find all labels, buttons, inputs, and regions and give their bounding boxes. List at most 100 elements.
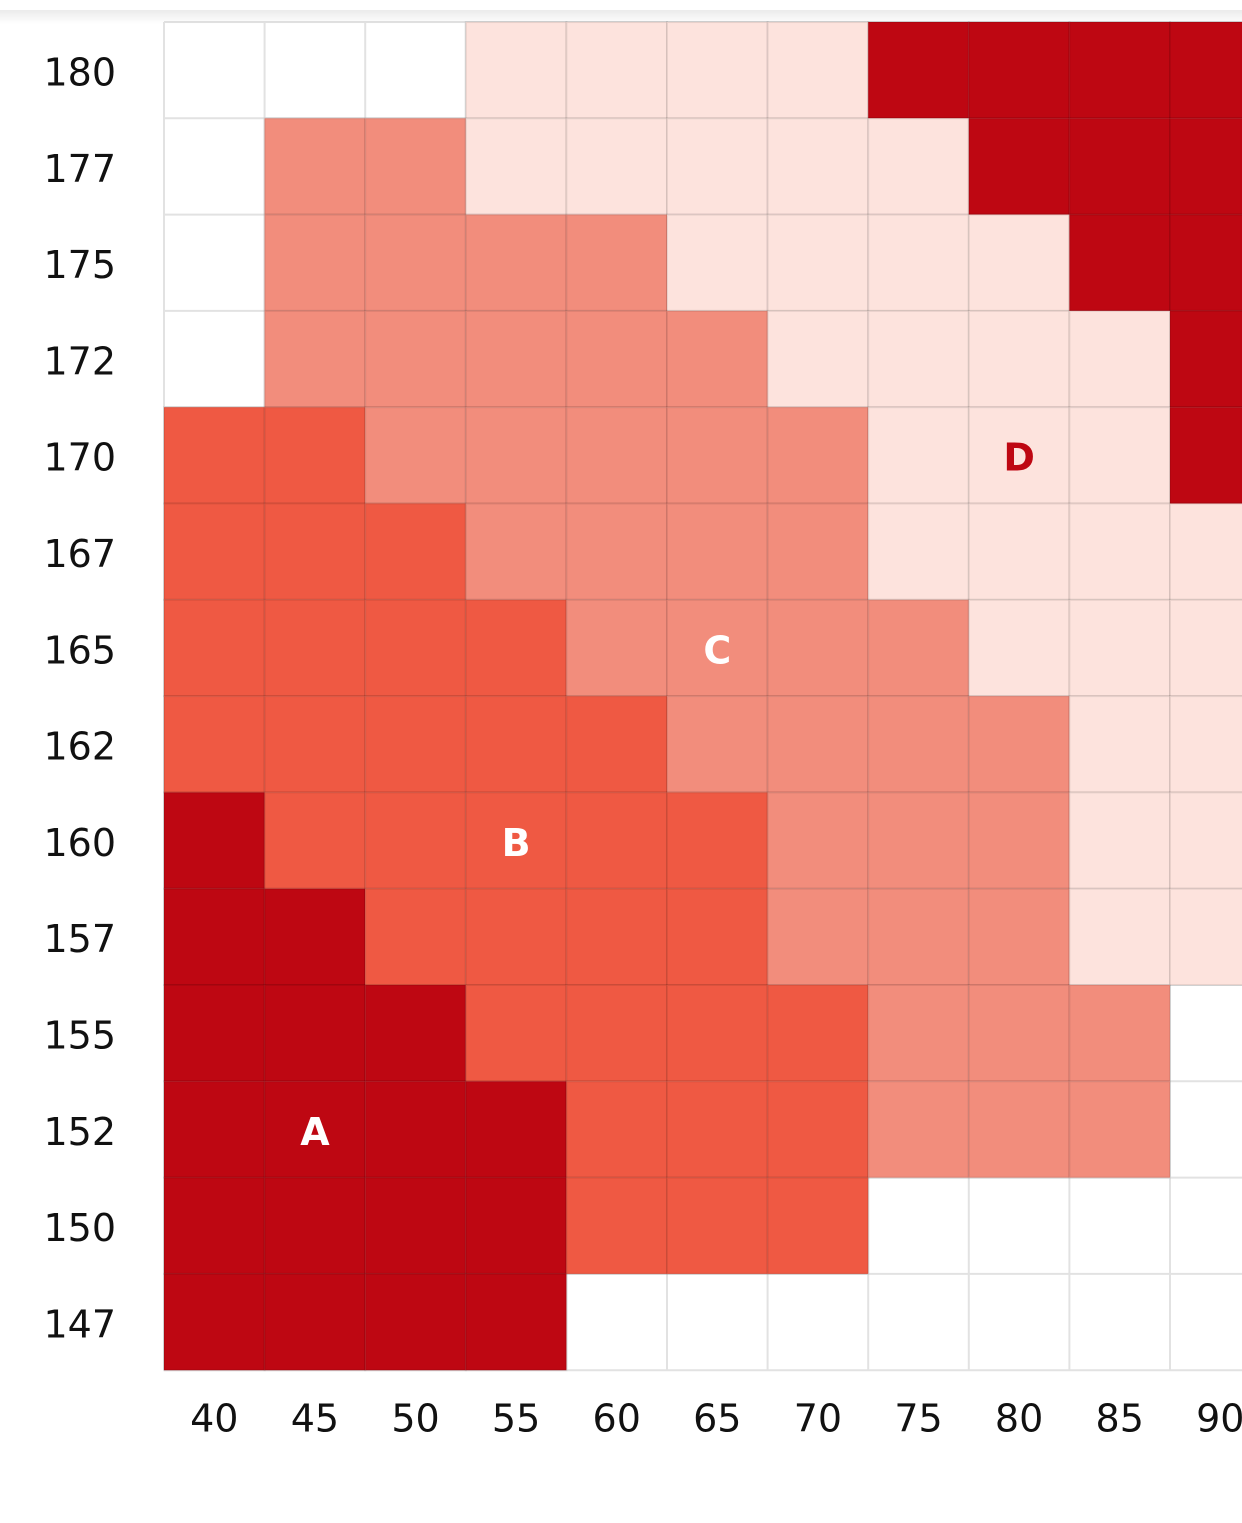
cell <box>464 984 568 1083</box>
cell <box>666 1080 769 1179</box>
cell <box>263 984 367 1083</box>
cell <box>666 791 769 890</box>
cell <box>666 213 769 312</box>
cell <box>464 21 568 120</box>
cell <box>565 984 669 1083</box>
cell <box>766 1176 870 1275</box>
cell <box>766 984 870 1083</box>
row-label: 160 <box>43 821 116 865</box>
cell <box>1169 406 1242 505</box>
cell <box>464 213 568 312</box>
cell <box>364 1080 467 1179</box>
cell <box>766 117 870 216</box>
cell <box>867 598 970 698</box>
cell <box>1068 502 1172 601</box>
cell <box>867 309 970 409</box>
cell <box>867 406 970 505</box>
cell <box>967 213 1071 312</box>
cell <box>1068 984 1172 1083</box>
row-label: 152 <box>43 1110 116 1154</box>
row-label: 147 <box>43 1302 116 1346</box>
cell <box>163 984 266 1083</box>
cell <box>1169 21 1242 120</box>
row-label: 162 <box>43 725 116 769</box>
cell <box>263 213 367 312</box>
cell <box>766 1080 870 1179</box>
cell <box>1068 21 1172 120</box>
cell <box>464 309 568 409</box>
cell <box>565 502 669 601</box>
cell <box>263 117 367 216</box>
cell <box>565 406 669 505</box>
cell <box>1169 791 1242 890</box>
cell <box>967 1080 1071 1179</box>
cell <box>1169 213 1242 312</box>
column-label: 70 <box>794 1397 842 1441</box>
cell <box>364 695 467 794</box>
column-label: 85 <box>1096 1397 1144 1441</box>
cell <box>766 406 870 505</box>
row-label: 157 <box>43 917 116 961</box>
cell <box>1068 791 1172 890</box>
cell <box>364 213 467 312</box>
top-shadow <box>0 10 1242 24</box>
cell <box>867 984 970 1083</box>
cell <box>464 887 568 987</box>
cell <box>666 695 769 794</box>
row-label: 155 <box>43 1013 116 1057</box>
cell <box>666 887 769 987</box>
cell <box>163 406 266 505</box>
cell <box>867 791 970 890</box>
cell <box>1169 309 1242 409</box>
cell <box>967 791 1071 890</box>
cell <box>867 502 970 601</box>
cell <box>364 1272 467 1372</box>
cell <box>967 887 1071 987</box>
cell <box>1169 887 1242 987</box>
cell <box>163 887 266 987</box>
cell <box>464 1272 568 1372</box>
cell <box>263 1272 367 1372</box>
cell <box>867 21 970 120</box>
row-label: 172 <box>43 339 116 383</box>
cell <box>1169 502 1242 601</box>
cell <box>1068 309 1172 409</box>
cell <box>1068 213 1172 312</box>
cell <box>163 1080 266 1179</box>
cell <box>766 213 870 312</box>
cell <box>766 21 870 120</box>
cell <box>263 1176 367 1275</box>
cell <box>464 406 568 505</box>
row-label: 177 <box>43 147 116 191</box>
cell <box>1068 117 1172 216</box>
cell <box>364 887 467 987</box>
cell <box>163 791 266 890</box>
cell <box>766 695 870 794</box>
cell <box>163 502 266 601</box>
cell <box>464 1176 568 1275</box>
column-label: 80 <box>995 1397 1043 1441</box>
cell <box>263 309 367 409</box>
cell <box>163 695 266 794</box>
zone-label: C <box>703 628 731 672</box>
cell <box>666 117 769 216</box>
cell <box>263 406 367 505</box>
cell <box>967 21 1071 120</box>
cell <box>1068 406 1172 505</box>
cell <box>666 598 769 698</box>
cell <box>967 695 1071 794</box>
cell <box>1068 695 1172 794</box>
cell <box>967 117 1071 216</box>
cell <box>464 695 568 794</box>
cell <box>464 598 568 698</box>
column-label: 45 <box>291 1397 339 1441</box>
cell <box>464 117 568 216</box>
row-label: 150 <box>43 1206 116 1250</box>
cell <box>565 309 669 409</box>
cell <box>666 21 769 120</box>
row-label: 180 <box>43 50 116 94</box>
grid: 180 177 175 172 170 167 165 162 160 157 155 152 150 1… <box>43 21 1242 1441</box>
cell <box>364 791 467 890</box>
cell <box>364 406 467 505</box>
